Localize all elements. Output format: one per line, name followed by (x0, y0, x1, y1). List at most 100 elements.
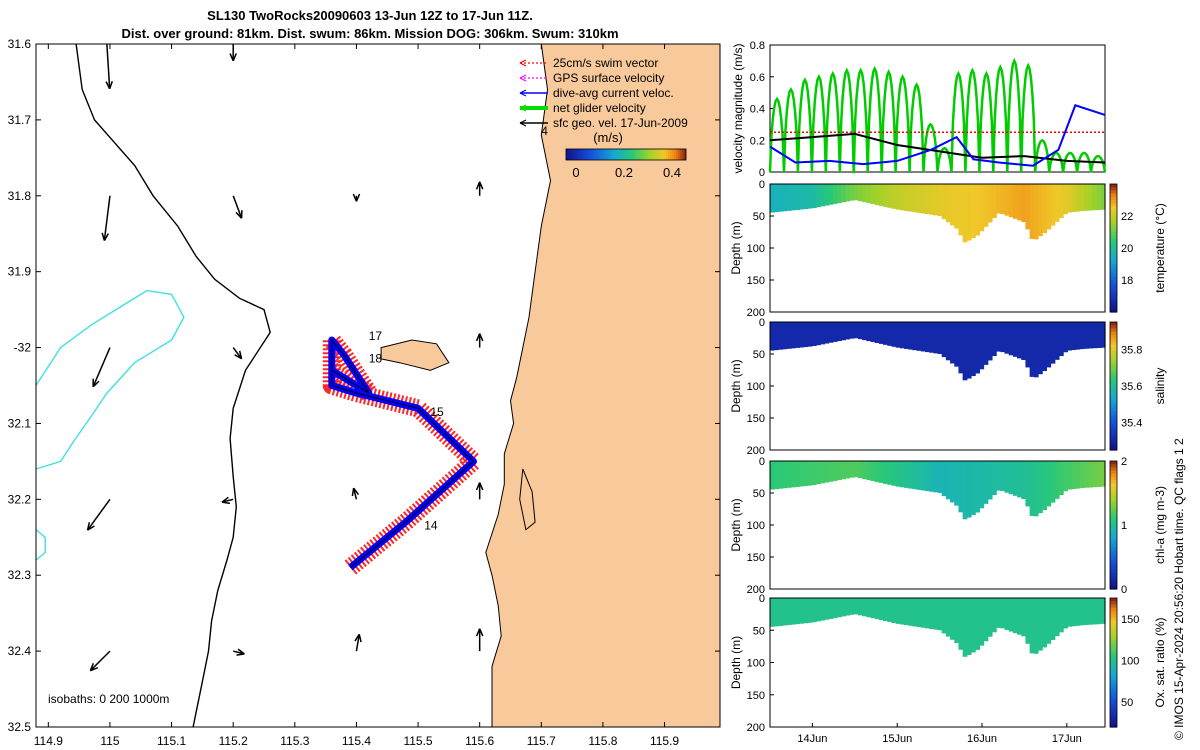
section-column (1029, 461, 1035, 516)
section-column (770, 598, 775, 627)
section-column (945, 461, 951, 500)
section-column (987, 461, 993, 500)
section-column (1067, 598, 1073, 627)
section-column (941, 322, 947, 358)
section-column (857, 461, 863, 479)
section-column (849, 598, 855, 615)
section-column (853, 184, 859, 201)
section-colorbar-label: temperature (°C) (1153, 203, 1167, 293)
section-panel-oxygen-saturation: 0 50 100 150 200 Depth (m) 50 100 150 Ox. sat. ra… (729, 593, 1167, 745)
section-column (929, 461, 934, 492)
section-column (883, 598, 888, 622)
geo-vector (475, 628, 484, 652)
section-column (1004, 598, 1010, 630)
section-column (924, 322, 930, 353)
geo-vector (232, 347, 243, 360)
section-column (786, 184, 792, 211)
section-ylabel: Depth (m) (729, 221, 743, 274)
section-column (1088, 461, 1094, 488)
section-column (1033, 461, 1039, 517)
section-column (1084, 184, 1089, 211)
section-column (975, 322, 980, 374)
section-column (811, 322, 817, 347)
geo-vector (89, 650, 111, 672)
section-column (1008, 461, 1014, 495)
section-colorbar-label: salinity (1153, 368, 1167, 405)
section-column (916, 322, 922, 351)
section-ytick-label: 100 (747, 243, 765, 255)
section-column (870, 461, 876, 482)
section-column (975, 598, 980, 650)
section-column (920, 184, 926, 214)
section-column (832, 461, 838, 481)
section-column (962, 322, 968, 381)
section-column (1067, 461, 1073, 490)
section-column (958, 461, 964, 513)
section-column (1046, 461, 1052, 507)
section-column (937, 322, 943, 354)
section-column (828, 598, 834, 619)
section-colorbar (1109, 460, 1118, 590)
section-column (1042, 598, 1047, 648)
section-column (916, 461, 922, 490)
section-column (1075, 184, 1081, 212)
section-column (1075, 322, 1081, 350)
map-ytick-label: 31.9 (8, 265, 32, 279)
section-column (1046, 184, 1052, 230)
section-column (983, 461, 989, 504)
map-xtick-label: 115.2 (219, 734, 248, 748)
section-column (1058, 598, 1064, 633)
section-column (916, 598, 922, 628)
section-column (933, 184, 939, 216)
time-xtick-label: 15Jun (882, 733, 912, 745)
section-column (924, 598, 930, 629)
section-column (1029, 598, 1035, 654)
section-column (853, 461, 859, 478)
section-column (920, 461, 926, 491)
section-column (1017, 184, 1022, 221)
section-column (899, 322, 905, 349)
section-ytick-label: 50 (753, 625, 765, 637)
glider-track (331, 338, 475, 568)
section-column (912, 322, 918, 351)
section-column (1088, 322, 1094, 349)
section-column (1063, 184, 1068, 215)
section-column (996, 461, 1001, 491)
section-column (1079, 184, 1085, 212)
section-column (1063, 598, 1068, 629)
section-column (962, 598, 968, 657)
section-column (1054, 598, 1060, 637)
section-column (782, 598, 788, 626)
section-column (774, 598, 779, 627)
land-mass (485, 43, 721, 728)
section-column (912, 184, 918, 213)
section-column (828, 322, 834, 343)
section-column (1008, 184, 1014, 218)
section-column (899, 461, 905, 488)
section-column (824, 461, 830, 483)
section-column (895, 461, 901, 487)
series-gps-trend (769, 132, 1106, 164)
section-column (778, 184, 784, 212)
section-column (1000, 322, 1006, 353)
section-column (849, 322, 855, 339)
section-column (786, 322, 792, 349)
section-column (1100, 322, 1106, 348)
section-column (811, 598, 817, 623)
section-column (803, 184, 809, 210)
section-column (790, 598, 796, 625)
section-ytick-label: 50 (753, 211, 765, 223)
section-column (996, 184, 1001, 214)
section-colorbar-tick: 20 (1121, 243, 1133, 255)
section-column (941, 184, 947, 220)
map-ytick-label: 31.7 (8, 113, 32, 127)
section-column (1075, 461, 1081, 489)
section-column (862, 322, 867, 341)
section-column (1054, 322, 1060, 360)
section-ytick-label: 150 (747, 275, 765, 287)
section-column (1096, 598, 1102, 625)
section-column (816, 322, 821, 346)
section-ytick-label: 50 (753, 488, 765, 500)
section-colorbar-tick: 35.8 (1121, 344, 1142, 356)
map-ytick-label: 32.5 (8, 720, 32, 734)
